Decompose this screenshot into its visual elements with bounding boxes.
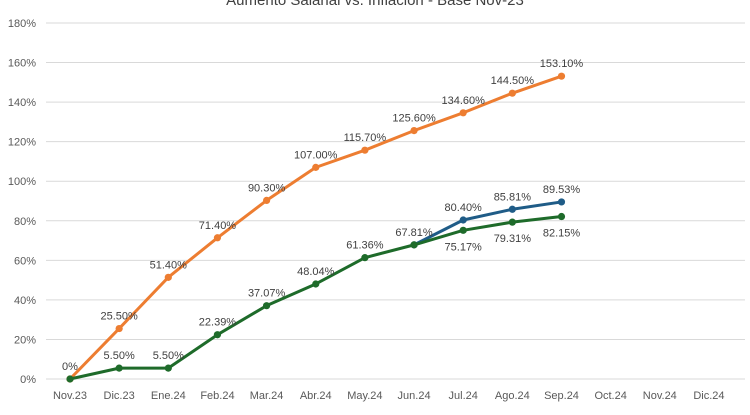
data-label: 0% [62, 361, 78, 373]
data-label: 48.04% [297, 266, 335, 278]
data-point [361, 146, 369, 154]
x-tick-label: May.24 [347, 390, 382, 402]
y-tick-label: 140% [8, 97, 36, 109]
data-point [312, 280, 320, 288]
data-label: 85.81% [494, 191, 532, 203]
data-point [508, 218, 516, 226]
data-point [557, 212, 566, 221]
data-label: 144.50% [491, 75, 535, 87]
x-tick-label: Nov.23 [53, 390, 87, 402]
data-point [508, 205, 516, 213]
data-label: 80.40% [445, 202, 483, 214]
data-label: 37.07% [248, 288, 286, 300]
data-label: 90.30% [248, 182, 286, 194]
x-tick-label: Sep.24 [544, 390, 579, 402]
data-label: 51.40% [150, 259, 188, 271]
y-tick-label: 80% [14, 216, 36, 228]
data-point [557, 72, 566, 80]
y-tick-label: 60% [14, 255, 36, 267]
data-point [361, 254, 369, 262]
x-tick-label: Oct.24 [594, 390, 626, 402]
data-point [410, 241, 418, 249]
data-label: 82.15% [543, 228, 581, 240]
data-point [459, 226, 467, 234]
data-label: 79.31% [494, 233, 532, 245]
x-tick-label: Dic.23 [104, 390, 135, 402]
y-tick-label: 120% [8, 137, 36, 149]
chart-title: Aumento Salarial vs. Inflación - Base No… [226, 0, 524, 9]
x-tick-label: Ago.24 [495, 390, 530, 402]
series-line [413, 200, 562, 247]
x-tick-label: Ene.24 [151, 390, 186, 402]
data-point [459, 109, 467, 117]
data-point [459, 216, 467, 224]
y-tick-label: 20% [14, 334, 36, 346]
data-label: 5.50% [104, 350, 135, 362]
data-point [66, 375, 74, 383]
x-tick-label: Jul.24 [449, 390, 478, 402]
data-label: 153.10% [540, 58, 584, 70]
y-tick-label: 100% [8, 176, 36, 188]
x-tick-label: Jun.24 [398, 390, 431, 402]
data-point [115, 364, 123, 372]
data-label: 71.40% [199, 220, 237, 232]
data-point [213, 234, 222, 242]
x-tick-label: Nov.24 [643, 390, 677, 402]
x-tick-label: Feb.24 [200, 390, 234, 402]
series-line [69, 215, 562, 381]
x-tick-label: Abr.24 [300, 390, 332, 402]
y-tick-label: 160% [8, 58, 36, 70]
data-point [164, 273, 172, 281]
data-point [213, 331, 222, 339]
data-point [508, 89, 516, 97]
data-label: 5.50% [153, 350, 184, 362]
x-tick-label: Mar.24 [250, 390, 284, 402]
data-label: 115.70% [344, 132, 387, 144]
y-tick-label: 0% [20, 374, 36, 386]
data-point [164, 364, 172, 372]
x-tick-label: Dic.24 [693, 390, 724, 402]
data-point [115, 324, 123, 333]
data-label: 125.60% [392, 113, 436, 125]
data-label: 89.53% [543, 184, 581, 196]
y-tick-label: 40% [14, 295, 36, 307]
data-point [312, 163, 320, 171]
data-label: 67.81% [395, 227, 433, 239]
data-point [557, 198, 566, 206]
data-label: 134.60% [441, 95, 485, 107]
y-tick-label: 180% [8, 18, 36, 30]
data-label: 22.39% [199, 317, 237, 329]
data-label: 107.00% [294, 149, 338, 161]
data-point [263, 196, 271, 205]
data-point [263, 302, 271, 310]
data-label: 75.17% [445, 241, 483, 253]
data-label: 61.36% [346, 240, 384, 252]
data-point [410, 126, 418, 135]
data-label: 25.50% [100, 311, 138, 323]
